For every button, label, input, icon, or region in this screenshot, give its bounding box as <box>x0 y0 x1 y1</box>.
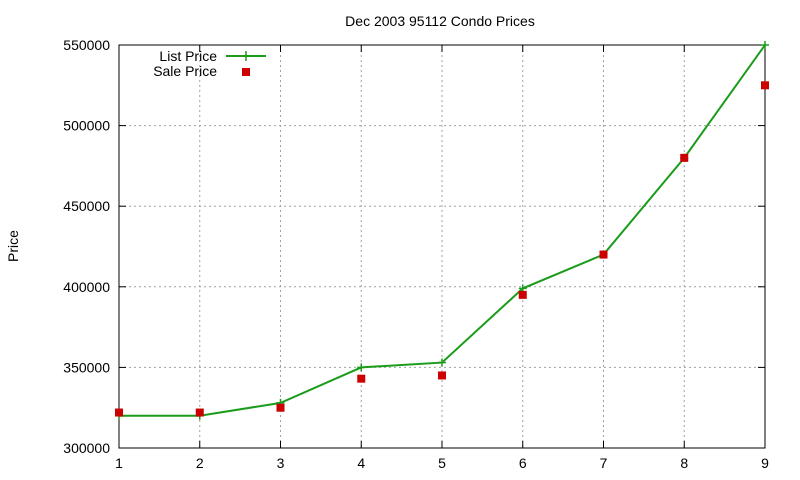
x-tick-label: 2 <box>196 455 204 471</box>
chart-title: Dec 2003 95112 Condo Prices <box>345 13 535 29</box>
x-tick-label: 8 <box>680 455 688 471</box>
data-point-list-price <box>761 41 769 49</box>
y-tick-label: 450000 <box>63 198 110 214</box>
axis-ticks: 1 2 3 4 5 6 7 8 9 300000 350000 400000 450000 500000 5… <box>63 37 769 471</box>
legend-marker-sale-price <box>242 68 250 76</box>
data-point-sale-price <box>438 371 446 380</box>
data-point-list-price <box>357 363 366 372</box>
data-point-list-price <box>438 358 446 367</box>
series-layer <box>115 41 769 420</box>
y-tick-label: 400000 <box>63 279 110 295</box>
y-tick-label: 300000 <box>63 440 110 456</box>
data-point-sale-price <box>195 408 204 417</box>
legend-label-list-price: List Price <box>159 48 217 64</box>
data-point-sale-price <box>761 81 769 90</box>
x-tick-label: 4 <box>357 455 365 471</box>
data-point-sale-price <box>518 290 527 299</box>
series-sale-price <box>115 81 769 417</box>
data-point-sale-price <box>276 403 285 412</box>
x-tick-label: 7 <box>600 455 608 471</box>
data-point-sale-price <box>115 408 123 417</box>
data-point-sale-price <box>357 374 366 383</box>
data-point-sale-price <box>680 153 689 162</box>
grid <box>119 45 765 448</box>
x-tick-label: 5 <box>438 455 446 471</box>
x-tick-label: 3 <box>277 455 285 471</box>
y-tick-label: 500000 <box>63 118 110 134</box>
y-tick-label: 350000 <box>63 359 110 375</box>
x-tick-label: 1 <box>115 455 123 471</box>
y-axis-label: Price <box>5 230 21 262</box>
data-point-sale-price <box>599 250 608 259</box>
y-tick-label: 550000 <box>63 37 110 53</box>
legend: List Price Sale Price <box>153 48 266 79</box>
x-tick-label: 6 <box>519 455 527 471</box>
x-tick-label: 9 <box>761 455 769 471</box>
legend-label-sale-price: Sale Price <box>153 63 217 79</box>
